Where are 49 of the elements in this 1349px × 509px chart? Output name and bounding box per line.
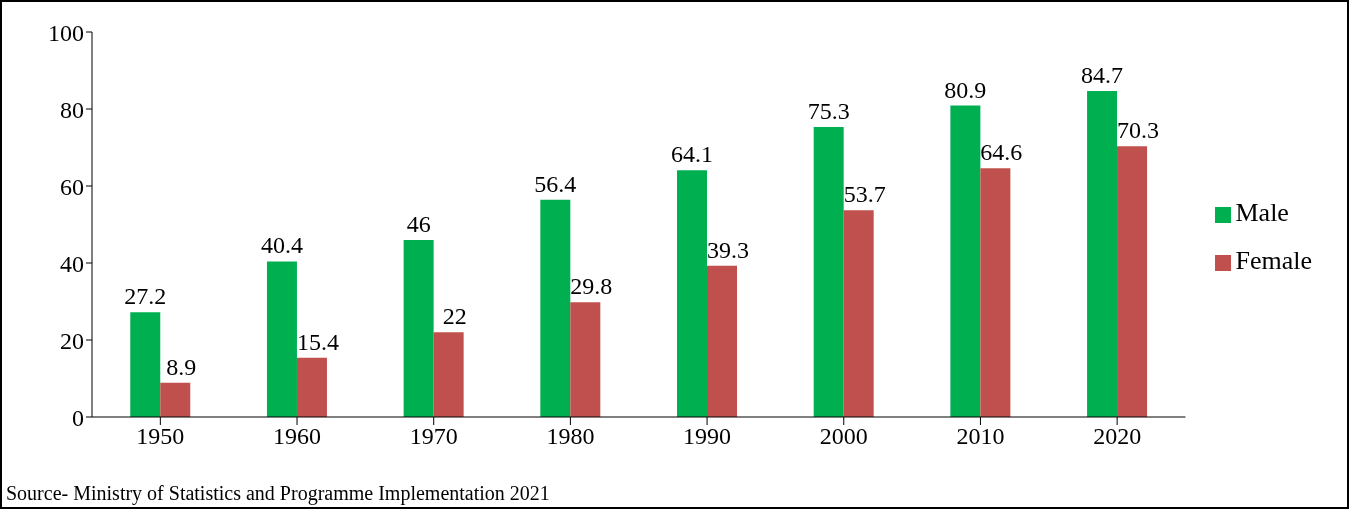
bar <box>707 265 738 417</box>
data-label: 56.4 <box>534 170 577 197</box>
data-label: 46 <box>406 210 431 237</box>
data-label: 70.3 <box>1117 117 1160 144</box>
bar <box>130 312 161 417</box>
data-label: 29.8 <box>570 273 613 300</box>
data-label: 53.7 <box>843 181 886 208</box>
data-label: 22 <box>442 303 467 330</box>
bar <box>677 170 708 417</box>
x-tick-label: 1970 <box>409 423 458 450</box>
x-tick-label: 2020 <box>1093 423 1142 450</box>
bar <box>813 127 844 417</box>
bar <box>266 261 297 417</box>
y-tick-label: 60 <box>60 173 84 200</box>
x-tick-label: 1990 <box>683 423 732 450</box>
bar <box>980 168 1011 417</box>
y-tick-label: 0 <box>72 404 84 431</box>
y-tick-label: 80 <box>60 96 84 123</box>
data-label: 75.3 <box>807 98 850 125</box>
bar <box>296 357 327 417</box>
data-label: 40.4 <box>260 232 303 259</box>
data-label: 8.9 <box>166 353 197 380</box>
bar <box>1087 90 1118 417</box>
bar <box>843 210 874 417</box>
data-label: 15.4 <box>296 328 339 355</box>
data-label: 64.1 <box>671 141 714 168</box>
x-tick-label: 2000 <box>819 423 868 450</box>
bar <box>540 199 571 417</box>
source-note: Source- Ministry of Statistics and Programme Implementation 2021 <box>6 482 550 505</box>
bar <box>570 302 601 417</box>
bar <box>1117 146 1148 417</box>
bar <box>950 105 981 417</box>
data-label: 39.3 <box>707 236 750 263</box>
y-tick-label: 20 <box>60 327 84 354</box>
y-tick-label: 40 <box>60 250 84 277</box>
legend-label: Female <box>1235 246 1312 275</box>
bar <box>160 382 191 417</box>
data-label: 64.6 <box>980 139 1023 166</box>
data-label: 84.7 <box>1081 61 1124 88</box>
legend-label: Male <box>1235 198 1289 227</box>
x-tick-label: 1960 <box>273 423 322 450</box>
x-tick-label: 2010 <box>956 423 1005 450</box>
x-tick-label: 1980 <box>546 423 595 450</box>
bar <box>433 332 464 417</box>
bar <box>403 239 434 417</box>
data-label: 27.2 <box>124 283 167 310</box>
x-tick-label: 1950 <box>136 423 185 450</box>
y-tick-label: 100 <box>48 19 84 46</box>
data-label: 80.9 <box>944 76 987 103</box>
